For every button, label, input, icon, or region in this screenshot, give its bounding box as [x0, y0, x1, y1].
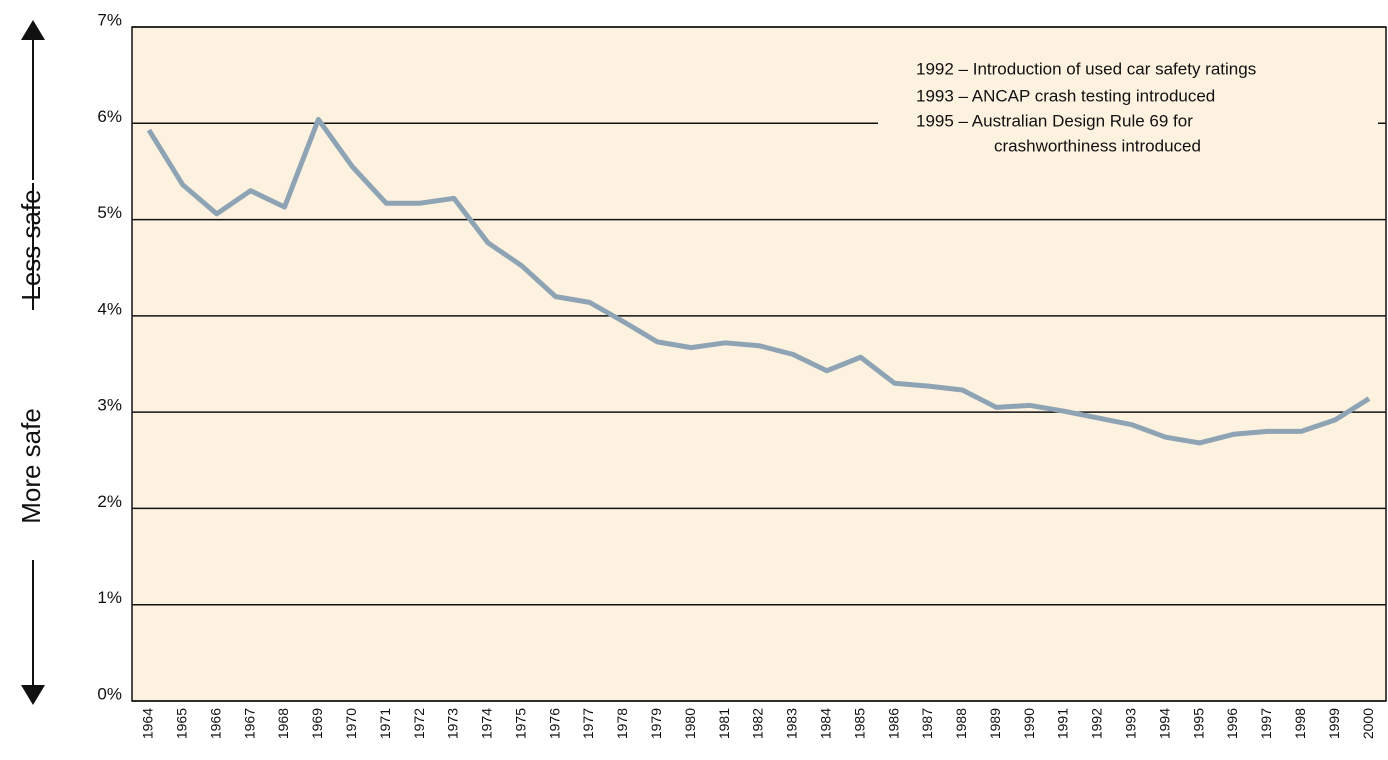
x-tick-label: 1985 [851, 708, 867, 739]
x-tick-label: 1976 [546, 708, 562, 739]
x-tick-label: 1980 [682, 708, 698, 739]
x-tick-label: 2000 [1360, 708, 1376, 739]
x-tick-label: 1974 [479, 708, 495, 739]
y-tick-label: 1% [97, 588, 122, 607]
plot: 0% 1% 2% 3% 4% 5% 6% 7% 1964 1965 1966 1967 1968 1969… [97, 10, 1387, 739]
y-tick-label: 2% [97, 492, 122, 511]
annotation: crashworthiness introduced [994, 136, 1201, 155]
x-tick-label: 1995 [1190, 708, 1206, 739]
x-tick-label: 1978 [614, 708, 630, 739]
x-tick-label: 1989 [987, 708, 1003, 739]
data-line [146, 116, 1371, 446]
x-tick-label: 1996 [1224, 708, 1240, 739]
x-tick-label: 1975 [512, 708, 528, 739]
x-tick-label: 1993 [1123, 708, 1139, 739]
x-tick-label: 1984 [817, 708, 833, 739]
y-tick-label: 4% [97, 299, 122, 318]
x-tick-label: 1972 [411, 708, 427, 739]
y-side-label: Less safe [16, 189, 46, 300]
x-tick-label: 1977 [580, 708, 596, 739]
x-tick-label: 1999 [1326, 708, 1342, 739]
x-tick-label: 1987 [919, 708, 935, 739]
x-tick-label: 1997 [1258, 708, 1274, 739]
x-tick-label: 1971 [377, 708, 393, 739]
x-tick-label: 1969 [309, 708, 325, 739]
annotation: 1995 – Australian Design Rule 69 for [916, 111, 1193, 130]
y-side-label: More safe [16, 408, 46, 524]
annotation: 1992 – Introduction of used car safety r… [916, 59, 1256, 78]
x-tick-label: 1973 [445, 708, 461, 739]
x-tick-label: 1970 [343, 708, 359, 739]
x-tick-label: 1994 [1156, 708, 1172, 739]
x-tick-label: 1981 [716, 708, 732, 739]
x-tick-label: 1966 [207, 708, 223, 739]
x-tick-label: 1990 [1021, 708, 1037, 739]
annotation-box [878, 50, 1378, 165]
y-tick-label: 7% [97, 10, 122, 29]
annotation: 1993 – ANCAP crash testing introduced [916, 86, 1215, 105]
x-tick-label: 1992 [1089, 708, 1105, 739]
x-tick-label: 1979 [648, 708, 664, 739]
y-tick-label: 0% [97, 684, 122, 703]
y-tick-label: 6% [97, 107, 122, 126]
x-tick-label: 1983 [784, 708, 800, 739]
x-tick-label: 1982 [750, 708, 766, 739]
x-tick-label: 1968 [275, 708, 291, 739]
x-tick-label: 1964 [140, 708, 156, 739]
y-tick-label: 3% [97, 396, 122, 415]
y-tick-label: 5% [97, 203, 122, 222]
x-tick-label: 1998 [1292, 708, 1308, 739]
x-tick-label: 1991 [1055, 708, 1071, 739]
x-tick-label: 1988 [953, 708, 969, 739]
x-tick-label: 1986 [885, 708, 901, 739]
x-tick-label: 1965 [174, 708, 190, 739]
x-tick-label: 1967 [241, 708, 257, 739]
